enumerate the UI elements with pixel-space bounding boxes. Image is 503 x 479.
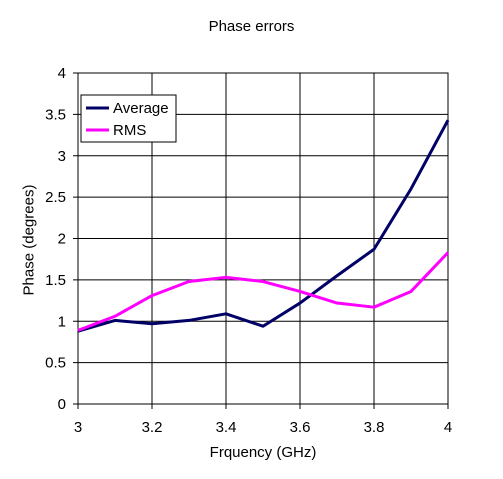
x-tick-label: 4 — [444, 419, 452, 436]
y-tick-label: 2.5 — [45, 189, 66, 206]
axis-tick-labels: 0 0.5 1 1.5 2 2.5 3 3.5 4 3 3.2 3.4 3.6 3.8 4 — [45, 65, 452, 436]
legend-label-average: Average — [113, 100, 169, 117]
y-tick-label: 0.5 — [45, 355, 66, 372]
y-tick-label: 3.5 — [45, 106, 66, 123]
x-tick-label: 3.6 — [290, 419, 311, 436]
y-tick-label: 1 — [58, 313, 66, 330]
legend-label-rms: RMS — [113, 122, 146, 139]
x-tick-label: 3 — [74, 419, 82, 436]
series-line-average — [77, 119, 450, 333]
plot-border — [77, 72, 449, 405]
x-tick-label: 3.8 — [364, 419, 385, 436]
chart-title: Phase errors — [208, 18, 295, 35]
y-axis-label: Phase (degrees) — [20, 184, 38, 296]
series-line-rms — [77, 251, 450, 332]
x-tick-label: 3.2 — [142, 419, 163, 436]
series-lines — [77, 119, 450, 333]
y-tick-label: 0 — [58, 396, 66, 413]
y-tick-label: 3 — [58, 148, 66, 165]
legend: Average RMS — [80, 94, 177, 143]
y-tick-label: 4 — [58, 65, 66, 82]
legend-box — [80, 94, 177, 143]
y-tick-label: 2 — [58, 231, 66, 248]
x-axis-label: Frquency (GHz) — [209, 444, 317, 461]
x-tick-label: 3.4 — [216, 419, 237, 436]
y-tick-label: 1.5 — [45, 272, 66, 289]
